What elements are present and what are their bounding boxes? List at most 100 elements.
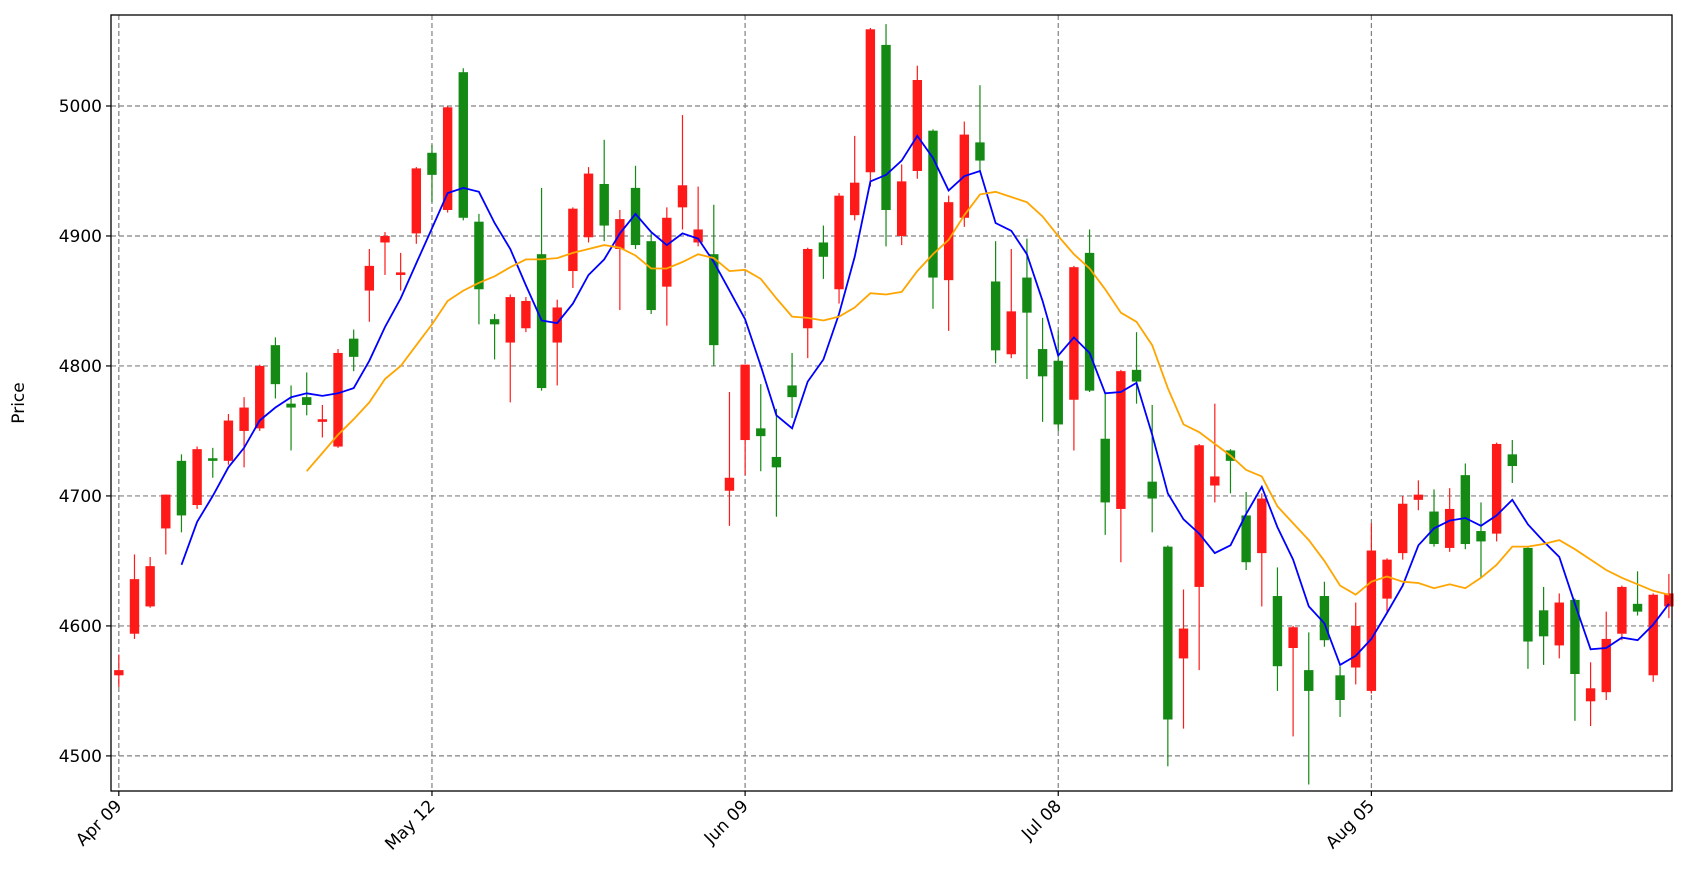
candle-body [1664, 593, 1674, 607]
candle-body [850, 182, 860, 216]
candle-body [943, 202, 954, 281]
candle-body [881, 44, 891, 210]
y-tick-label: 4700 [59, 487, 102, 507]
candle-body [1288, 627, 1298, 649]
candle-body [1100, 438, 1110, 503]
candle-body [239, 407, 249, 431]
candle-body [803, 248, 813, 329]
candle-body [1241, 515, 1251, 563]
candle-body [662, 217, 672, 287]
candle-body [1554, 602, 1564, 646]
candle-body [1304, 670, 1314, 691]
candle-body [724, 477, 735, 491]
candle-body [646, 241, 656, 311]
candle-body [270, 345, 281, 385]
candle-body [1382, 559, 1392, 599]
candle-body [1570, 599, 1580, 675]
y-tick-label: 5000 [59, 97, 102, 117]
y-axis-label: Price [9, 382, 29, 423]
candle-body [395, 272, 406, 275]
candle-body [505, 297, 515, 343]
candle-body [928, 130, 938, 278]
candle-body [1257, 498, 1267, 554]
candle-body [1194, 445, 1204, 587]
candle-body [333, 352, 343, 447]
candle-body [145, 566, 155, 607]
candle-body [1053, 360, 1063, 425]
candle-body [1523, 547, 1533, 642]
candle-body [1210, 476, 1220, 486]
candle-body [787, 385, 797, 398]
candle-body [1538, 610, 1549, 637]
candle-body [630, 187, 641, 246]
candle-body [1319, 596, 1330, 641]
candle-body [1022, 277, 1032, 313]
x-tick-label: Jul 08 [1017, 796, 1065, 844]
candle-body [129, 579, 140, 634]
candle-body [474, 221, 484, 290]
x-tick-label: Jun 09 [700, 796, 753, 849]
candle-body [176, 460, 187, 516]
candle-body [1601, 638, 1611, 693]
candle-body [1366, 550, 1377, 691]
candle-body [223, 420, 234, 461]
candle-body [599, 183, 609, 226]
y-tick-label: 4500 [59, 747, 102, 767]
candle-body [1413, 494, 1424, 500]
candle-body [756, 428, 766, 437]
y-tick-label: 4900 [59, 227, 102, 247]
candle-body [1163, 546, 1173, 720]
candle-body [192, 449, 202, 506]
candle-body [1178, 628, 1189, 659]
candle-body [208, 458, 218, 461]
candle-body [1272, 596, 1283, 667]
candle-body [709, 254, 719, 346]
candle-body [771, 456, 782, 468]
line-series [306, 190, 1670, 596]
candle-body [1476, 531, 1486, 542]
plot-frame [110, 14, 1673, 792]
candle-body [677, 185, 688, 208]
candle-body [489, 319, 500, 325]
candle-body [1585, 688, 1596, 702]
candle-body [364, 265, 375, 291]
candle-body [1131, 369, 1142, 382]
x-tick-label: Aug 05 [1322, 796, 1379, 853]
candle-body [348, 338, 359, 357]
candle-body [693, 229, 703, 243]
candle-body [411, 168, 422, 234]
candle-body [1116, 371, 1126, 509]
candle-body [568, 208, 578, 272]
candle-body [255, 365, 265, 429]
candle-body [1444, 508, 1455, 548]
candle-body [740, 364, 750, 441]
candle-body [380, 235, 390, 243]
candle-body [1460, 475, 1471, 545]
candle-body [834, 195, 844, 290]
candle-body [912, 79, 923, 171]
candle-body [583, 173, 594, 238]
candle-body [1037, 349, 1048, 377]
candle-body [1648, 594, 1658, 676]
candle-body [302, 397, 312, 405]
candle-body [161, 494, 171, 529]
candle-body [442, 107, 453, 210]
x-tick-label: May 12 [381, 796, 439, 854]
candle-body [865, 29, 876, 173]
candle-body [1147, 481, 1157, 499]
candle-body [1351, 625, 1361, 668]
candle-body [427, 152, 437, 175]
candle-body [1491, 443, 1502, 534]
candle-body [317, 419, 328, 422]
candle-body [458, 72, 468, 218]
x-tick-label: Apr 09 [72, 796, 126, 850]
candle-body [1069, 267, 1079, 400]
candle-body [552, 307, 562, 343]
line-series [180, 134, 1670, 667]
candle-body [975, 142, 985, 161]
candle-body [521, 300, 531, 329]
candle-body [818, 242, 829, 257]
candle-body [990, 281, 1001, 351]
